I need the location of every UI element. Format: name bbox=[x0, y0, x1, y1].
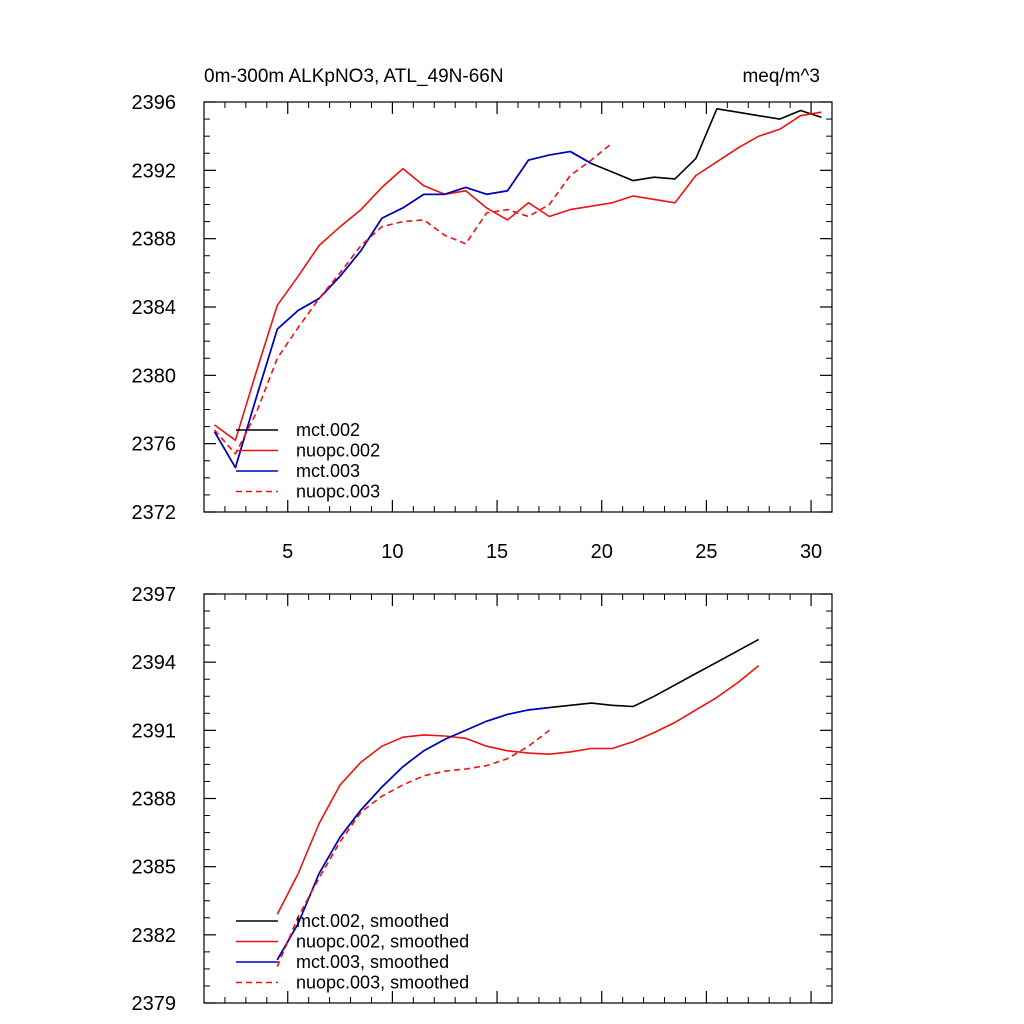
top-panel: 0m-300m ALKpNO3, ATL_49N-66N meq/m^3 237… bbox=[132, 66, 833, 563]
bottom-series-line-3 bbox=[276, 706, 550, 961]
bottom-panel-axes: 2379 2382 2385 2388 2391 2394 2397 bbox=[132, 584, 833, 1015]
bottom-series-line-2 bbox=[276, 664, 760, 915]
top-xtick-label: 30 bbox=[800, 541, 822, 563]
top-ytick-label: 2392 bbox=[132, 160, 177, 182]
top-ytick-label: 2376 bbox=[132, 434, 177, 456]
top-xtick-label: 25 bbox=[695, 541, 717, 563]
top-ytick-label: 2372 bbox=[132, 502, 177, 524]
bottom-ytick-label: 2394 bbox=[132, 652, 177, 674]
top-xtick-label: 5 bbox=[282, 541, 293, 563]
top-panel-units: meq/m^3 bbox=[742, 66, 820, 87]
bottom-panel: 2379 2382 2385 2388 2391 2394 2397 mct.002, sm… bbox=[132, 584, 833, 1015]
bottom-ytick-label: 2391 bbox=[132, 720, 177, 742]
top-xtick-label: 20 bbox=[591, 541, 613, 563]
top-series-line-4 bbox=[213, 142, 613, 455]
bottom-legend-label-1: mct.002, smoothed bbox=[296, 911, 449, 931]
top-panel-axes: 2372 2376 2380 2384 2388 2392 2396 5 10 15 20 25 30 bbox=[132, 92, 833, 563]
bottom-ytick-label: 2388 bbox=[132, 789, 177, 811]
bottom-ytick-label: 2379 bbox=[132, 993, 177, 1015]
top-ytick-label: 2384 bbox=[132, 297, 177, 319]
bottom-legend-label-2: nuopc.002, smoothed bbox=[296, 932, 469, 952]
top-ytick-label: 2396 bbox=[132, 92, 177, 114]
top-legend-label-4: nuopc.003 bbox=[296, 482, 380, 502]
bottom-series-line-4 bbox=[276, 729, 550, 967]
top-panel-title: 0m-300m ALKpNO3, ATL_49N-66N bbox=[204, 66, 504, 87]
top-ytick-label: 2380 bbox=[132, 365, 177, 387]
top-legend-label-1: mct.002 bbox=[296, 420, 360, 440]
bottom-legend-label-3: mct.003, smoothed bbox=[296, 952, 449, 972]
top-series-line-3 bbox=[213, 150, 592, 469]
top-xtick-label: 10 bbox=[381, 541, 403, 563]
top-legend-label-3: mct.003 bbox=[296, 461, 360, 481]
bottom-ytick-label: 2382 bbox=[132, 925, 177, 947]
top-series-line-2 bbox=[214, 111, 822, 442]
top-xtick-label: 15 bbox=[486, 541, 508, 563]
top-legend-label-2: nuopc.002 bbox=[296, 441, 380, 461]
bottom-legend-label-4: nuopc.003, smoothed bbox=[296, 973, 469, 993]
bottom-panel-series bbox=[276, 638, 760, 967]
top-panel-series bbox=[213, 108, 822, 469]
top-ytick-label: 2388 bbox=[132, 229, 177, 251]
bottom-ytick-label: 2397 bbox=[132, 584, 177, 606]
bottom-ytick-label: 2385 bbox=[132, 857, 177, 879]
